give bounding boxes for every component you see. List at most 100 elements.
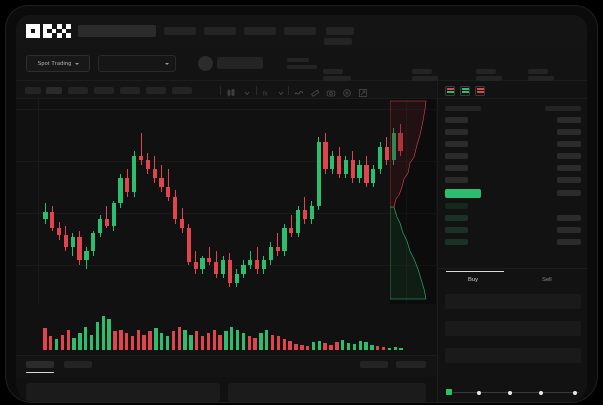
device-frame: Spot Trading (6, 6, 597, 402)
camera-icon[interactable] (326, 85, 336, 97)
chevron-down-icon[interactable] (242, 85, 252, 96)
candle-body (391, 132, 396, 161)
slider-step-dot[interactable] (508, 390, 512, 395)
depth-ask-area (390, 100, 427, 208)
depth-backdrop (390, 99, 436, 304)
interval-7[interactable] (172, 86, 192, 94)
bottom-action-2[interactable] (396, 361, 426, 368)
orderbook-bid-row[interactable] (445, 215, 468, 221)
volume-bar (376, 346, 380, 350)
volume-bar (224, 331, 228, 350)
line-chart-icon[interactable] (294, 85, 304, 95)
nav-item-1[interactable] (164, 27, 196, 35)
volume-bar (130, 336, 135, 350)
orderbook-bid-row[interactable] (445, 239, 468, 245)
nav-item-2[interactable] (204, 27, 236, 35)
orderbook-view-both[interactable] (445, 85, 455, 96)
nav-item-3[interactable] (244, 27, 276, 35)
bottom-tab-1[interactable] (26, 361, 54, 368)
candlestick-icon[interactable] (226, 85, 236, 97)
price-field[interactable] (445, 294, 581, 309)
nav-item-4[interactable] (284, 27, 316, 35)
nav-item-5[interactable] (326, 27, 354, 35)
orderbook-view-bids[interactable] (460, 85, 470, 96)
slider-step-dot[interactable] (477, 390, 481, 395)
toolbar-divider (220, 85, 221, 95)
volume-bar (352, 343, 357, 350)
bottom-panel-left[interactable] (26, 383, 220, 402)
interval-4[interactable] (94, 86, 114, 94)
candle-body (309, 205, 314, 220)
orderbook-ask-row[interactable] (445, 117, 468, 123)
trading-mode-dropdown[interactable]: Spot Trading (26, 55, 90, 72)
candle-body (241, 264, 246, 274)
slider-step-dot[interactable] (573, 390, 577, 395)
bottom-tab-2[interactable] (64, 361, 92, 368)
volume-bar (370, 344, 374, 350)
indicator-icon[interactable]: fx (262, 85, 272, 98)
ruler-icon[interactable] (310, 85, 320, 97)
order-tab-buy[interactable]: Buy (468, 277, 478, 283)
orderbook-ask-row[interactable] (445, 141, 468, 147)
trading-mode-label: Spot Trading (37, 60, 72, 67)
candle-body (173, 196, 178, 220)
stat-value-4 (528, 76, 554, 81)
orderbook-ask-total (557, 165, 581, 171)
volume-bar (60, 334, 65, 350)
orderbook-ask-row[interactable] (445, 153, 468, 159)
volume-bar (399, 347, 403, 350)
price-chart[interactable] (16, 99, 436, 304)
volume-bar (107, 319, 111, 350)
volume-bar (305, 346, 310, 350)
candle-body (200, 257, 205, 270)
volume-bar (218, 334, 222, 350)
volume-bar (43, 328, 47, 350)
orderbook-ask-total (557, 141, 581, 147)
slider-step-dot[interactable] (539, 390, 543, 395)
okx-logo[interactable] (26, 24, 71, 38)
order-tab-sell[interactable]: Sell (542, 277, 552, 283)
volume-bar (101, 316, 105, 350)
interval-2[interactable] (46, 86, 62, 94)
volume-bar (95, 322, 100, 350)
avatar[interactable] (198, 56, 213, 71)
orderbook-ask-row[interactable] (445, 129, 468, 135)
candle-body (282, 228, 287, 252)
interval-1[interactable] (25, 86, 41, 94)
pair-select[interactable] (98, 55, 176, 72)
interval-6[interactable] (146, 86, 166, 94)
orderbook-ask-row[interactable] (445, 165, 468, 171)
volume-bar (177, 326, 181, 350)
candle-body (227, 260, 232, 283)
amount-slider-track[interactable] (449, 392, 579, 393)
total-field[interactable] (445, 348, 581, 363)
chevron-down-icon (74, 62, 79, 65)
settings-icon[interactable] (342, 85, 352, 97)
bottom-panel-right[interactable] (228, 383, 426, 402)
amount-field[interactable] (445, 321, 581, 336)
amount-slider-handle[interactable] (445, 388, 453, 396)
volume-bar (154, 328, 158, 350)
orderbook-last-price[interactable] (445, 189, 481, 198)
search-input[interactable] (78, 25, 156, 37)
chevron-down-icon[interactable] (276, 85, 286, 96)
candle-body (289, 228, 294, 233)
orderbook-ask-row[interactable] (445, 177, 468, 183)
candle-body (398, 132, 403, 152)
orderbook-bid-row[interactable] (445, 203, 468, 209)
orderbook-view-asks[interactable] (475, 85, 485, 96)
toolbar-divider (288, 85, 289, 95)
fullscreen-icon[interactable] (358, 85, 368, 97)
volume-bar (346, 343, 351, 350)
bottom-action-1[interactable] (360, 361, 388, 368)
candle-body (159, 178, 164, 188)
orderbook-column-header-total (545, 106, 581, 111)
orderbook-bid-row[interactable] (445, 227, 468, 233)
stat-label-3 (476, 69, 496, 74)
candle-body (357, 164, 362, 179)
interval-3[interactable] (68, 86, 88, 94)
volume-bar (294, 343, 298, 350)
interval-5[interactable] (120, 86, 140, 94)
volume-bar (288, 340, 292, 350)
candle-series (16, 99, 436, 304)
